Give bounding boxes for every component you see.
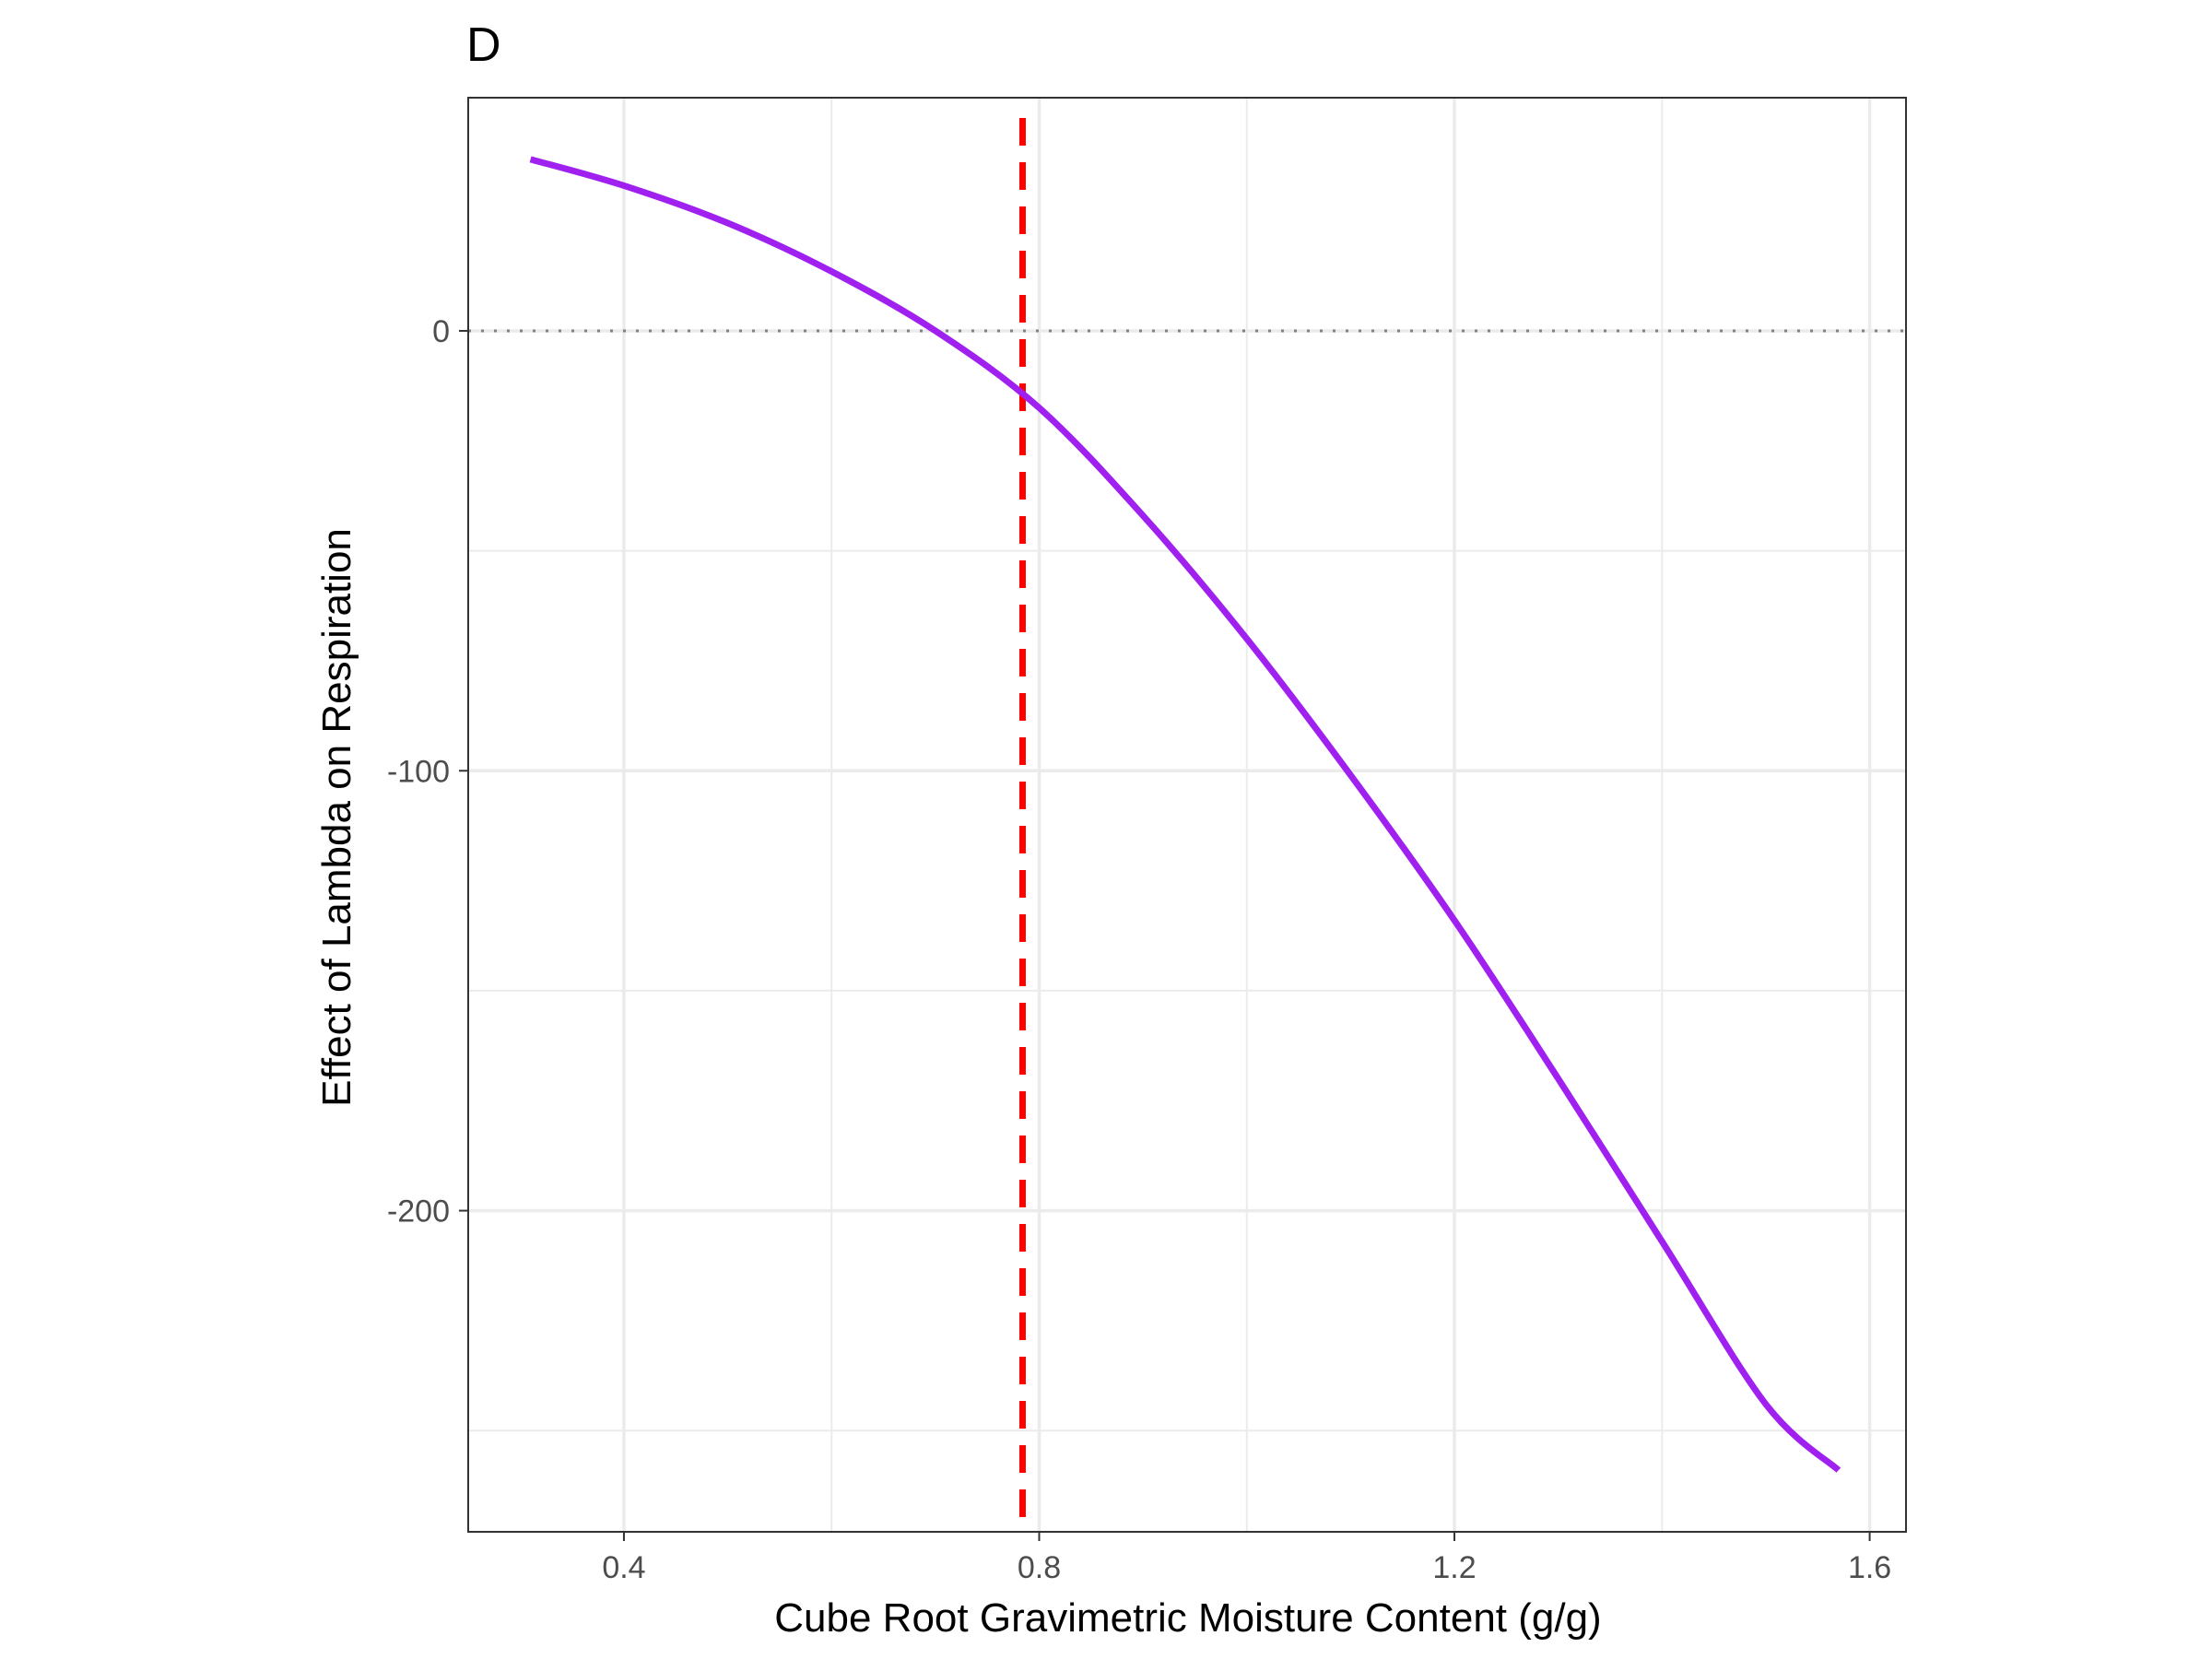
panel-border	[467, 97, 1907, 1533]
y-tick-label: 0	[432, 314, 450, 349]
x-axis-title: Cube Root Gravimetric Moisture Content (…	[774, 1595, 1601, 1641]
x-tick-label: 1.2	[1432, 1550, 1476, 1585]
x-tick-label: 0.8	[1018, 1550, 1061, 1585]
y-axis-ticks: 0 -100 -200	[387, 314, 468, 1230]
y-axis-title: Effect of Lambda on Respiration	[314, 528, 359, 1107]
gridlines	[468, 98, 1906, 1532]
reference-lines	[468, 118, 1906, 1532]
x-tick-label: 0.4	[602, 1550, 645, 1585]
y-tick-label: -200	[387, 1194, 450, 1230]
series-line	[529, 156, 1841, 1473]
chart-panel-label: D	[466, 18, 501, 72]
x-tick-label: 1.6	[1848, 1550, 1891, 1585]
series-group	[529, 156, 1841, 1473]
x-axis-ticks: 0.4 0.8 1.2 1.6	[602, 1532, 1891, 1585]
y-tick-label: -100	[387, 754, 450, 789]
